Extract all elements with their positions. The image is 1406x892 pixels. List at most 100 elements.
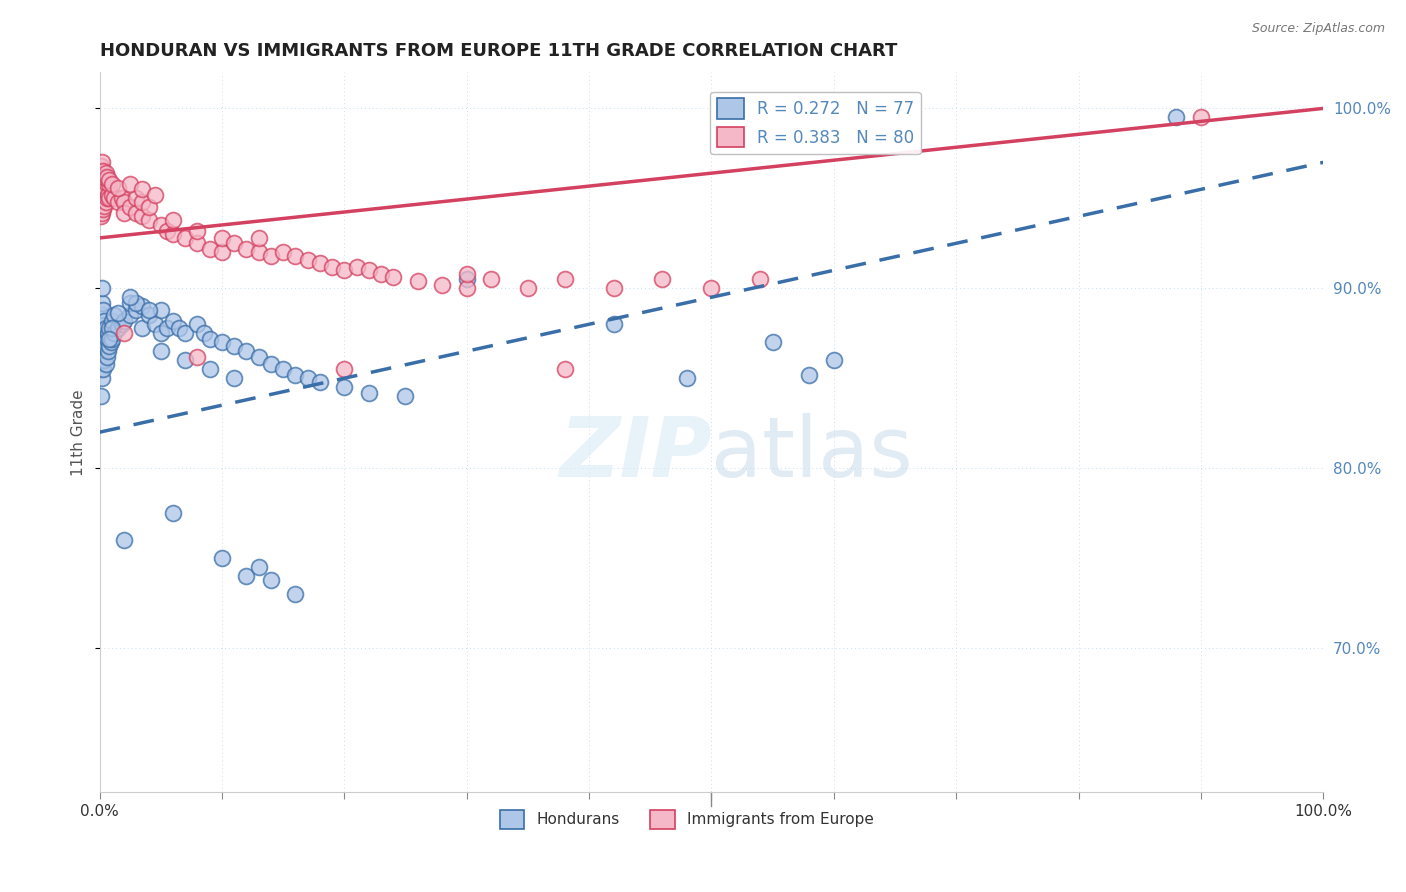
Point [93,169,115,184]
Point [96,169,118,184]
Point [260,249,283,263]
Point [93,332,115,346]
Point [94,357,117,371]
Point [112,313,135,327]
Point [174,231,197,245]
Point [101,187,124,202]
Point [91,177,114,191]
Point [224,371,246,385]
Point [406,274,429,288]
Point [143,187,166,202]
Point [479,272,502,286]
Legend: Hondurans, Immigrants from Europe: Hondurans, Immigrants from Europe [494,804,880,835]
Point [235,569,257,583]
Point [93,198,115,212]
Point [138,200,160,214]
Point [138,308,160,322]
Point [749,272,772,286]
Point [284,587,307,601]
Point [94,194,117,209]
Point [260,357,283,371]
Point [333,380,356,394]
Point [224,339,246,353]
Point [676,371,699,385]
Point [321,260,343,274]
Point [97,187,120,202]
Point [297,252,319,267]
Point [156,224,179,238]
Point [162,213,184,227]
Point [91,173,114,187]
Point [357,263,380,277]
Point [284,368,307,382]
Point [101,332,124,346]
Point [91,362,114,376]
Point [211,245,233,260]
Point [91,371,114,385]
Point [91,164,114,178]
Point [98,321,121,335]
Point [357,385,380,400]
Point [94,339,117,353]
Point [103,326,125,341]
Text: Source: ZipAtlas.com: Source: ZipAtlas.com [1251,22,1385,36]
Point [333,263,356,277]
Point [91,164,114,178]
Point [456,281,478,295]
Point [94,321,117,335]
Point [138,302,160,317]
Point [96,177,118,191]
Point [174,353,197,368]
Point [125,191,148,205]
Text: atlas: atlas [711,413,912,494]
Point [107,306,129,320]
Point [98,191,121,205]
Point [91,191,114,205]
Point [93,184,115,198]
Point [90,335,112,350]
Point [125,295,148,310]
Point [394,389,416,403]
Point [149,344,172,359]
Point [247,560,270,574]
Point [271,362,294,376]
Point [96,191,118,205]
Point [120,290,142,304]
Point [90,318,112,332]
Point [91,187,114,202]
Point [554,362,576,376]
Point [125,302,148,317]
Point [131,210,153,224]
Point [186,318,208,332]
Point [90,173,112,187]
Point [247,245,270,260]
Point [93,353,115,368]
Point [91,302,114,317]
Point [602,281,624,295]
Point [98,339,121,353]
Point [370,267,392,281]
Point [110,191,132,205]
Point [120,200,142,214]
Point [186,236,208,251]
Point [125,205,148,219]
Point [90,210,112,224]
Point [91,308,114,322]
Text: HONDURAN VS IMMIGRANTS FROM EUROPE 11TH GRADE CORRELATION CHART: HONDURAN VS IMMIGRANTS FROM EUROPE 11TH … [100,42,897,60]
Point [167,321,190,335]
Point [235,344,257,359]
Point [271,245,294,260]
Point [211,551,233,566]
Point [91,202,114,216]
Point [432,277,454,292]
Point [156,321,179,335]
Point [1189,111,1212,125]
Point [149,326,172,341]
Point [382,270,405,285]
Point [149,302,172,317]
Point [91,326,114,341]
Point [101,177,124,191]
Point [456,267,478,281]
Point [101,321,124,335]
Point [162,506,184,520]
